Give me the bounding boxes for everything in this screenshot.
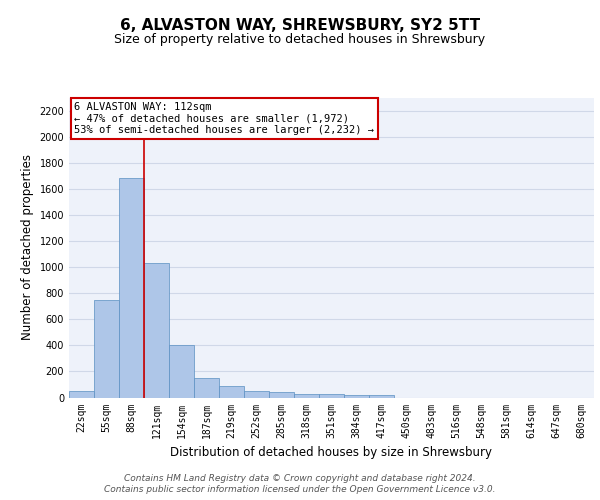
Y-axis label: Number of detached properties: Number of detached properties: [21, 154, 34, 340]
Bar: [244, 391, 269, 398]
Bar: [94, 300, 119, 398]
Bar: [219, 386, 244, 398]
Text: Size of property relative to detached houses in Shrewsbury: Size of property relative to detached ho…: [115, 32, 485, 46]
Text: 6 ALVASTON WAY: 112sqm
← 47% of detached houses are smaller (1,972)
53% of semi-: 6 ALVASTON WAY: 112sqm ← 47% of detached…: [74, 102, 374, 135]
Bar: [144, 263, 169, 398]
Bar: [119, 178, 144, 398]
Bar: [194, 378, 219, 398]
Bar: [169, 346, 194, 398]
Bar: [319, 394, 344, 398]
Bar: [69, 391, 94, 398]
Bar: [269, 392, 294, 398]
Bar: [369, 395, 394, 398]
Bar: [344, 395, 369, 398]
Text: Contains HM Land Registry data © Crown copyright and database right 2024.
Contai: Contains HM Land Registry data © Crown c…: [104, 474, 496, 494]
Text: 6, ALVASTON WAY, SHREWSBURY, SY2 5TT: 6, ALVASTON WAY, SHREWSBURY, SY2 5TT: [120, 18, 480, 32]
X-axis label: Distribution of detached houses by size in Shrewsbury: Distribution of detached houses by size …: [170, 446, 493, 459]
Bar: [294, 394, 319, 398]
